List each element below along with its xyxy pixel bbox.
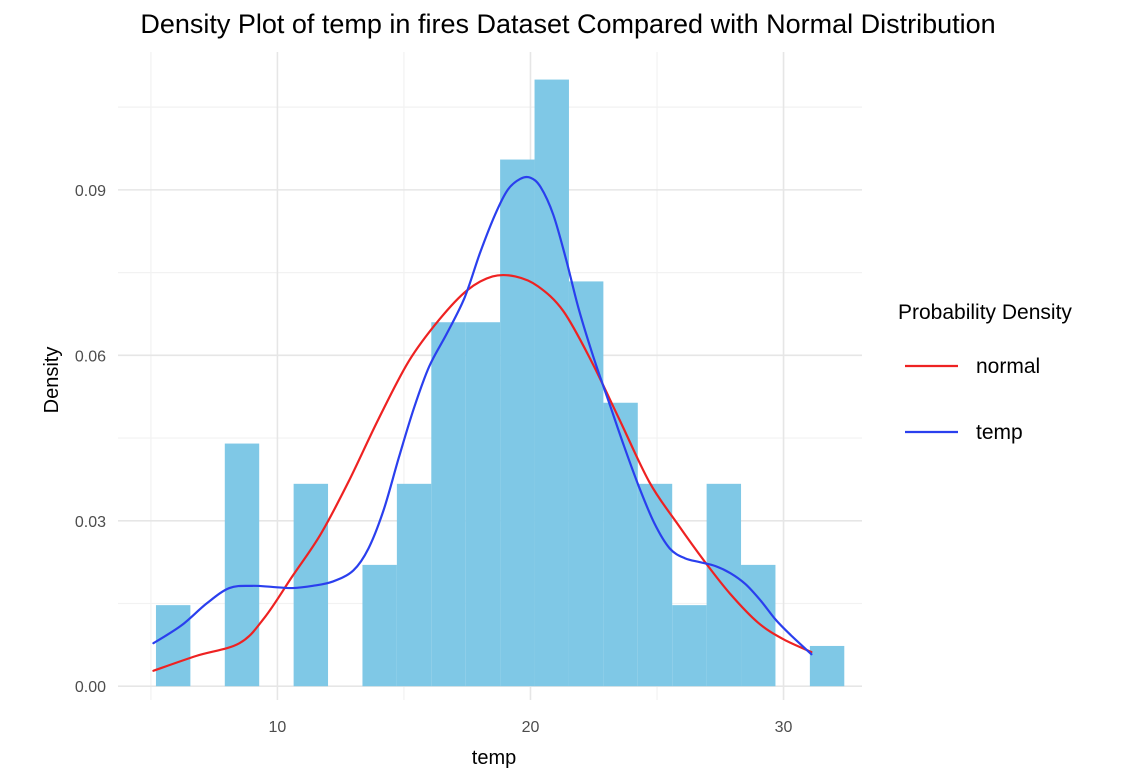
y-tick-label: 0.06	[75, 348, 106, 365]
histogram-bar	[603, 402, 638, 687]
legend-label-normal: normal	[976, 355, 1040, 378]
y-tick-label: 0.00	[75, 679, 106, 696]
density-line-temp	[152, 175, 813, 656]
y-tick-label: 0.03	[75, 514, 106, 531]
y-axis-title: Density	[41, 347, 63, 414]
histogram-bar	[431, 322, 466, 687]
density-line-normal	[152, 273, 813, 672]
legend-label-temp: temp	[976, 421, 1023, 444]
histogram-bar	[568, 281, 604, 687]
histogram-bars	[155, 79, 845, 687]
x-axis-title: temp	[472, 747, 516, 769]
histogram-bar	[396, 483, 432, 687]
y-tick-label: 0.09	[75, 183, 106, 200]
x-tick-label: 30	[775, 719, 793, 736]
histogram-bar	[500, 159, 535, 687]
histogram-bar	[809, 645, 845, 687]
density-lines	[152, 175, 813, 672]
histogram-bar	[224, 443, 260, 687]
y-axis-tick-labels: 0.00 0.03 0.06 0.09	[75, 183, 106, 696]
x-tick-label: 10	[269, 719, 287, 736]
histogram-bar	[637, 483, 673, 687]
legend-title: Probability Density	[898, 301, 1072, 324]
legend-entry-temp: temp	[905, 421, 1023, 444]
legend-entry-normal: normal	[905, 355, 1040, 378]
legend: Probability Density normal temp	[898, 301, 1072, 444]
histogram-bar	[465, 322, 501, 687]
x-axis-tick-labels: 10 20 30	[269, 719, 793, 736]
histogram-bar	[362, 564, 397, 687]
x-tick-label: 20	[522, 719, 540, 736]
histogram-bar	[534, 79, 569, 687]
histogram-bar	[741, 564, 776, 687]
chart-title: Density Plot of temp in fires Dataset Co…	[140, 9, 995, 39]
histogram-bar	[155, 605, 191, 687]
histogram-bar	[672, 605, 707, 687]
